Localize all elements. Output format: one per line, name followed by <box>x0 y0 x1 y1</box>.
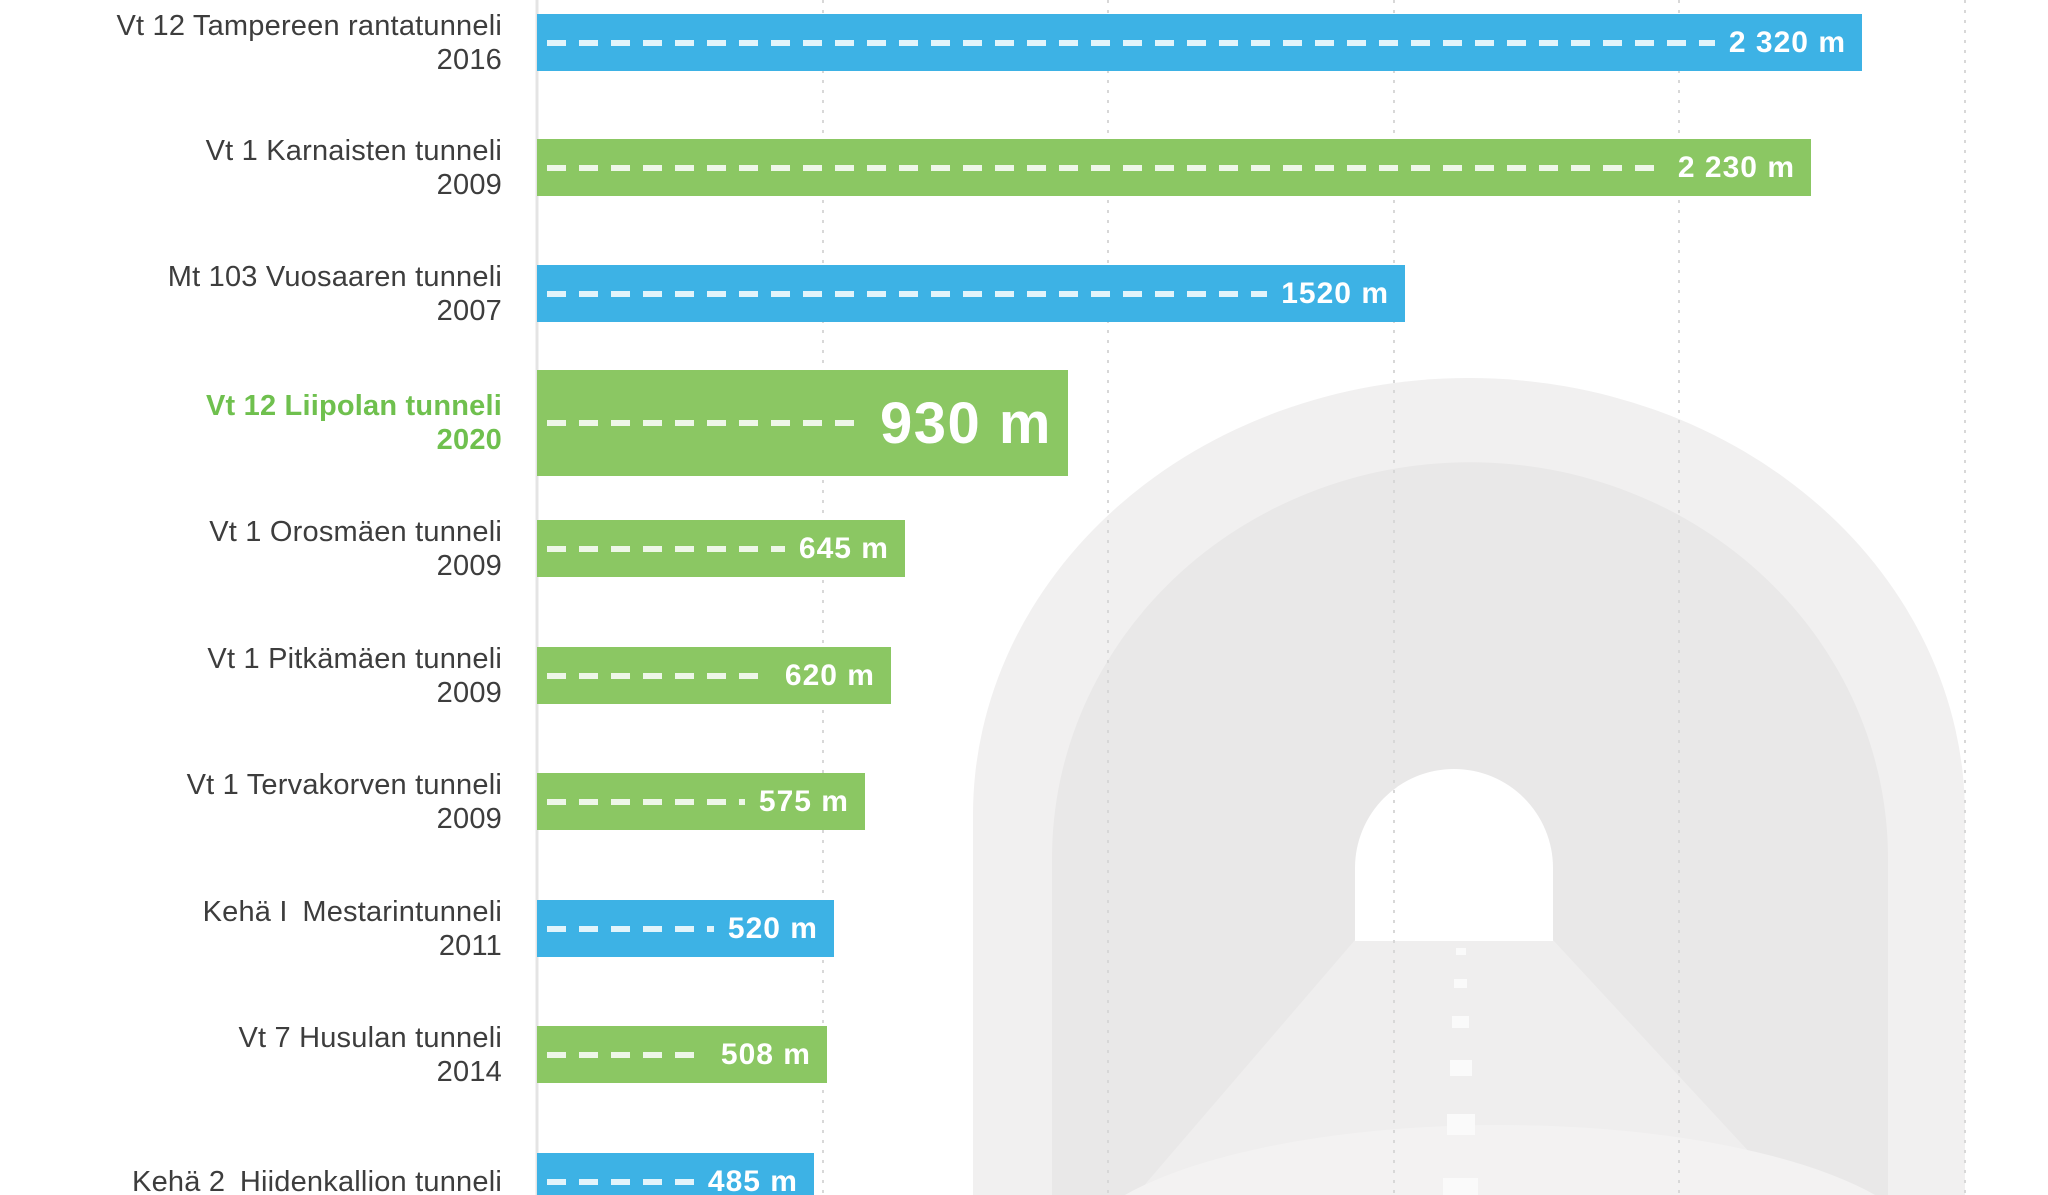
row-label: Vt 1 Tervakorven tunneli 2009 <box>0 768 502 836</box>
chart-row: Vt 1 Pitkämäen tunneli 2009 620 m <box>0 643 2048 709</box>
bar-orosmaen-tunneli: 645 m <box>537 520 905 577</box>
row-label: Mt 103 Vuosaaren tunneli 2007 <box>0 260 502 328</box>
tunnel-name: Vt 1 Orosmäen tunneli <box>209 515 502 548</box>
bar-road-dash-line <box>547 1051 707 1058</box>
bar-road-dash-line <box>547 1178 694 1185</box>
chart-row: Kehä 2 Hiidenkallion tunneli 485 m <box>0 1153 2048 1195</box>
value-label: 930 m <box>880 390 1052 456</box>
bar-liipolan-tunneli: 930 m <box>537 370 1068 476</box>
bar-road-dash-line <box>547 290 1268 297</box>
bar-tampereen-rantatunneli: 2 320 m <box>537 14 1862 71</box>
bar-road-dash-line <box>547 164 1664 171</box>
tunnel-year: 2016 <box>436 43 502 76</box>
value-label: 620 m <box>784 658 875 692</box>
value-label: 2 230 m <box>1677 150 1795 184</box>
tunnel-name: Vt 1 Tervakorven tunneli <box>186 768 502 801</box>
bar-road-dash-line <box>547 545 785 552</box>
row-label: Vt 12 Liipolan tunneli 2020 <box>0 389 502 457</box>
tunnel-year: 2014 <box>436 1055 502 1088</box>
chart-row: Kehä I Mestarintunneli 2011 520 m <box>0 896 2048 962</box>
bar-road-dash-line <box>547 672 771 679</box>
bar-hiidenkallion-tunneli: 485 m <box>537 1153 814 1195</box>
bar-husulan-tunneli: 508 m <box>537 1026 827 1083</box>
chart-row: Mt 103 Vuosaaren tunneli 2007 1520 m <box>0 261 2048 327</box>
tunnel-year: 2007 <box>436 294 502 327</box>
bar-road-dash-line <box>547 925 714 932</box>
row-label: Kehä I Mestarintunneli 2011 <box>0 895 502 963</box>
bar-vuosaaren-tunneli: 1520 m <box>537 265 1405 322</box>
bar-karnaisten-tunneli: 2 230 m <box>537 139 1811 196</box>
tunnel-name: Vt 12 Tampereen rantatunneli <box>116 9 502 42</box>
tunnel-name: Vt 12 Liipolan tunneli <box>205 390 502 422</box>
bar-pitkamaen-tunneli: 620 m <box>537 647 891 704</box>
bar-road-dash-line <box>547 798 745 805</box>
row-label: Vt 1 Orosmäen tunneli 2009 <box>0 515 502 583</box>
gridlines <box>535 0 1966 1195</box>
tunnel-year: 2009 <box>436 168 502 201</box>
bar-road-dash-line <box>547 39 1715 46</box>
tunnel-opening <box>1355 769 1553 941</box>
value-label: 2 320 m <box>1728 25 1846 59</box>
chart-row: Vt 1 Tervakorven tunneli 2009 575 m <box>0 769 2048 835</box>
row-label: Vt 7 Husulan tunneli 2014 <box>0 1021 502 1089</box>
tunnel-year: 2009 <box>436 802 502 835</box>
tunnel-name: Vt 1 Pitkämäen tunneli <box>207 642 502 675</box>
bar-road-dash-line <box>547 420 861 426</box>
row-label: Vt 1 Karnaisten tunneli 2009 <box>0 134 502 202</box>
chart-row: Vt 12 Tampereen rantatunneli 2016 2 320 … <box>0 10 2048 76</box>
value-label: 508 m <box>720 1037 811 1071</box>
row-label: Vt 12 Tampereen rantatunneli 2016 <box>0 9 502 77</box>
tunnel-name: Mt 103 Vuosaaren tunneli <box>167 260 502 293</box>
value-label: 485 m <box>707 1164 798 1195</box>
chart-row-highlighted: Vt 12 Liipolan tunneli 2020 930 m <box>0 370 2048 476</box>
chart-row: Vt 1 Orosmäen tunneli 2009 645 m <box>0 516 2048 582</box>
tunnel-name: Kehä 2 Hiidenkallion tunneli <box>132 1165 502 1195</box>
tunnel-year: 2011 <box>438 929 502 962</box>
value-label: 1520 m <box>1281 276 1389 310</box>
tunnel-name: Kehä I Mestarintunneli <box>202 895 502 928</box>
value-label: 520 m <box>727 911 818 945</box>
tunnel-name: Vt 7 Husulan tunneli <box>238 1021 502 1054</box>
row-label: Kehä 2 Hiidenkallion tunneli <box>0 1165 502 1195</box>
bar-tervakorven-tunneli: 575 m <box>537 773 865 830</box>
tunnel-year: 2009 <box>436 549 502 582</box>
value-label: 575 m <box>758 784 849 818</box>
bar-mestarintunneli: 520 m <box>537 900 834 957</box>
tunnel-name: Vt 1 Karnaisten tunneli <box>205 134 502 167</box>
row-label: Vt 1 Pitkämäen tunneli 2009 <box>0 642 502 710</box>
tunnel-year: 2009 <box>436 676 502 709</box>
tunnel-year: 2020 <box>436 424 502 456</box>
road-centerline-dashes <box>1443 948 1478 1195</box>
chart-row: Vt 1 Karnaisten tunneli 2009 2 230 m <box>0 135 2048 201</box>
road-ground-arc <box>1124 1125 1876 1195</box>
value-label: 645 m <box>798 531 889 565</box>
chart-row: Vt 7 Husulan tunneli 2014 508 m <box>0 1022 2048 1088</box>
